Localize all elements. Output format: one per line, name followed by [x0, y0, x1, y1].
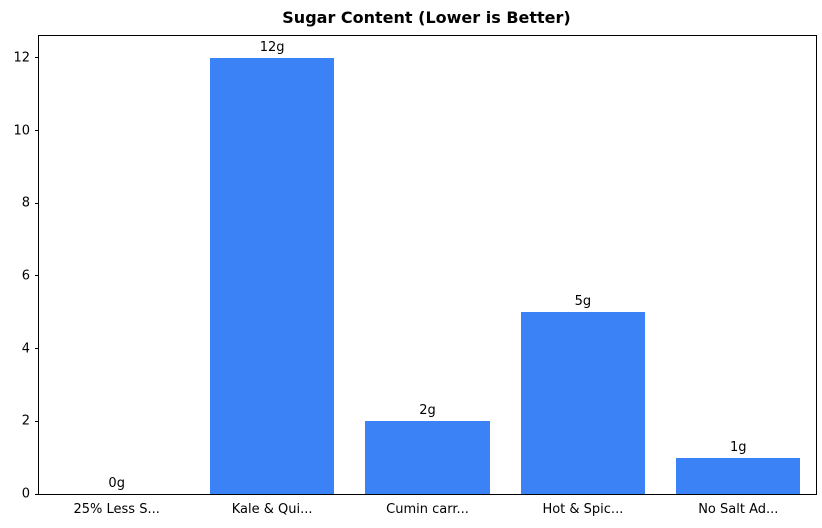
y-axis-tick-label: 8	[21, 195, 30, 211]
y-axis-tick-mark	[35, 348, 39, 350]
bar	[365, 421, 490, 494]
y-axis-tick-label: 10	[13, 123, 30, 138]
y-axis-tick-mark	[35, 493, 39, 495]
y-axis-tick-mark	[35, 275, 39, 277]
y-axis-tick-label: 4	[21, 341, 30, 357]
bar	[676, 457, 801, 494]
bar-value-label: 2g	[419, 403, 436, 419]
y-axis-tick-label: 0	[21, 486, 30, 502]
plot-area: 0 2 4 6 8 10 12 0g 25% Less S... 12g Kale & Qui...…	[13, 35, 817, 517]
x-axis-tick-label: Cumin carr...	[386, 502, 469, 517]
bar-value-label: 0g	[108, 476, 125, 491]
x-axis-tick-label: 25% Less S...	[73, 502, 160, 517]
bar-value-label: 12g	[259, 39, 285, 55]
chart-title: Sugar Content (Lower is Better)	[282, 8, 571, 27]
y-axis-tick-label: 6	[21, 268, 30, 284]
bar	[520, 312, 646, 494]
x-axis-tick-label: Kale & Qui...	[231, 502, 313, 517]
bar	[209, 57, 335, 494]
bar-value-label: 5g	[574, 294, 592, 310]
y-axis-tick-mark	[35, 130, 39, 131]
y-axis-tick-mark	[35, 202, 39, 204]
y-axis-tick-label: 12	[13, 50, 30, 66]
y-axis-tick-mark	[35, 57, 39, 59]
bar-value-label: 1g	[730, 439, 747, 455]
y-axis-tick-label: 2	[21, 413, 30, 429]
x-axis-tick-label: No Salt Ad...	[698, 502, 779, 517]
y-axis-tick-mark	[35, 420, 39, 422]
x-axis-tick-label: Hot & Spic...	[542, 502, 624, 517]
